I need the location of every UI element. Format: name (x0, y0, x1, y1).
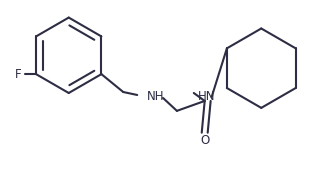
Text: O: O (200, 134, 209, 147)
Text: NH: NH (147, 90, 165, 103)
Text: HN: HN (198, 90, 215, 103)
Text: F: F (15, 68, 22, 81)
